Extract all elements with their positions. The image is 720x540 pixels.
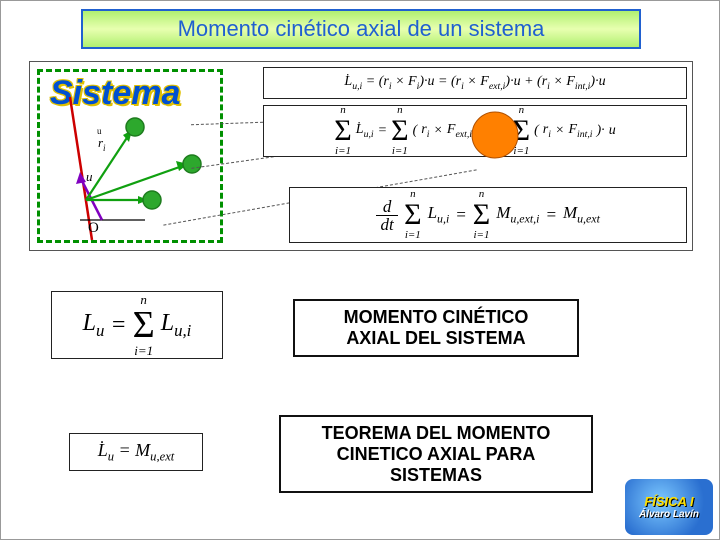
sistema-panel: Sistema r i u O u — [37, 69, 223, 243]
label-teorema: TEOREMA DEL MOMENTO CINETICO AXIAL PARA … — [279, 415, 593, 493]
label-momento-cinetico: MOMENTO CINÉTICO AXIAL DEL SISTEMA — [293, 299, 579, 357]
sistema-diagram: r i u O u — [40, 72, 226, 246]
label1-line2: AXIAL DEL SISTEMA — [346, 328, 525, 349]
label2-line3: SISTEMAS — [390, 465, 482, 486]
eq1-text: L̇u,i = (ri × Fi)·u = (ri × Fext,i)·u + … — [344, 74, 605, 92]
eq5-text: L̇u = Mu,ext — [98, 440, 175, 465]
orange-ball-icon — [467, 107, 523, 163]
course-logo: FÍSICA I Álvaro Lavín — [625, 479, 713, 535]
svg-text:O: O — [88, 220, 99, 236]
eq3-text: ddt nΣi=1 Lu,i = nΣi=1 Mu,ext,i = Mu,ext — [376, 189, 600, 241]
eq4-text: Lu = nΣi=1 Lu,i — [83, 293, 192, 357]
label2-line2: CINETICO AXIAL PARA — [337, 444, 536, 465]
equation-3: ddt nΣi=1 Lu,i = nΣi=1 Mu,ext,i = Mu,ext — [289, 187, 687, 243]
label1-line1: MOMENTO CINÉTICO — [344, 307, 529, 328]
title-bar: Momento cinético axial de un sistema — [81, 9, 641, 49]
logo-line2: Álvaro Lavín — [639, 509, 699, 520]
svg-text:i: i — [103, 143, 106, 153]
equation-5: L̇u = Mu,ext — [69, 433, 203, 471]
svg-text:u: u — [86, 169, 93, 184]
label2-line1: TEOREMA DEL MOMENTO — [322, 423, 551, 444]
equation-1: L̇u,i = (ri × Fi)·u = (ri × Fext,i)·u + … — [263, 67, 687, 99]
svg-text:u: u — [97, 126, 102, 136]
equation-4: Lu = nΣi=1 Lu,i — [51, 291, 223, 359]
logo-line1: FÍSICA I — [644, 494, 693, 509]
title-text: Momento cinético axial de un sistema — [178, 16, 545, 42]
